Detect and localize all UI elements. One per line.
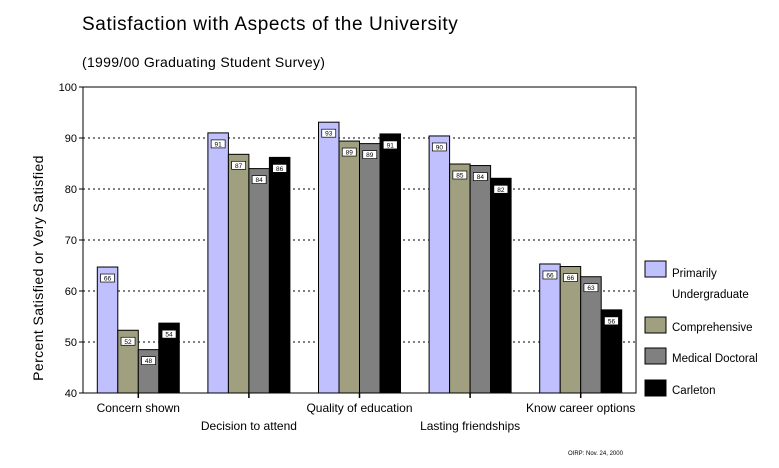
y-tick-label: 90 (65, 133, 77, 145)
data-label: 86 (276, 166, 284, 173)
bar-1-5 (539, 263, 561, 394)
data-label: 66 (567, 275, 575, 282)
bar-2-5 (559, 266, 582, 394)
data-label: 56 (608, 318, 616, 325)
data-label-box (493, 184, 509, 194)
data-label-box (251, 175, 267, 184)
bar-2-2 (227, 153, 250, 394)
data-label: 82 (497, 187, 505, 194)
bar-2-4 (449, 163, 471, 394)
legend-swatch (644, 260, 667, 278)
data-label-box (161, 329, 177, 339)
data-label: 89 (346, 150, 354, 157)
bar-4-2 (268, 156, 291, 394)
y-tick-label: 40 (65, 388, 77, 400)
y-tick-label: 60 (65, 286, 77, 298)
legend-label: Comprehensive (672, 322, 753, 334)
data-label-box (432, 142, 447, 152)
y-axis-ticks: 40 50 60 70 80 90 100 (59, 82, 83, 400)
x-tick-label: Concern shown (97, 401, 180, 415)
data-label-box (583, 283, 599, 293)
data-label: 85 (456, 173, 464, 180)
legend-label: Primarily Undergraduate (672, 268, 749, 301)
chart-title: Satisfaction with Aspects of the Univers… (82, 14, 459, 35)
bar-1-2 (207, 132, 229, 394)
data-label-box (473, 172, 488, 181)
data-label: 66 (104, 276, 112, 283)
data-label: 89 (366, 152, 374, 159)
legend-label: Carleton (672, 385, 715, 397)
data-label-box (272, 164, 287, 173)
y-tick-label: 50 (65, 337, 77, 349)
x-tick-label: Decision to attend (201, 419, 297, 433)
legend-swatch (644, 379, 667, 397)
x-axis-categories: Concern shown Decision to attend Quality o… (97, 393, 635, 433)
data-label: 84 (477, 174, 485, 181)
data-label: 63 (587, 285, 595, 292)
data-label-box (141, 356, 156, 365)
footnote: OIRP: Nov. 24, 2000 (568, 451, 623, 457)
y-tick-label: 100 (59, 82, 77, 94)
bar-3-4 (469, 165, 492, 394)
data-label: 84 (256, 177, 264, 184)
data-label: 90 (436, 144, 444, 151)
bar-3-1 (137, 349, 160, 394)
data-label: 91 (215, 141, 223, 148)
bar-4-5 (600, 309, 623, 394)
bar-1-1 (96, 266, 119, 394)
data-label-box (542, 270, 558, 280)
x-tick-label: Know career options (526, 401, 635, 415)
data-label: 66 (546, 272, 554, 279)
data-label: 87 (235, 163, 243, 170)
legend-swatch (644, 347, 667, 365)
bar-4-3 (379, 133, 401, 394)
data-label-box (563, 273, 578, 282)
data-label: 54 (165, 332, 173, 339)
data-label-box (231, 160, 246, 170)
chart-subtitle: (1999/00 Graduating Student Survey) (82, 54, 326, 70)
bar-2-3 (338, 140, 360, 394)
legend-label: Medical Doctoral (672, 353, 758, 365)
bar-4-1 (158, 322, 180, 394)
legend: Primarily Undergraduate Comprehensive Medic… (644, 260, 758, 397)
data-label-box (100, 273, 115, 283)
data-label-box (120, 336, 136, 346)
x-tick-label: Quality of education (306, 401, 412, 415)
x-tick-label: Lasting friendships (420, 419, 520, 433)
data-label-box (452, 170, 468, 180)
data-label: 48 (145, 358, 153, 365)
data-label: 91 (387, 142, 395, 149)
bar-4-4 (490, 177, 512, 394)
y-tick-label: 80 (65, 184, 77, 196)
data-label-box (604, 316, 619, 326)
bar-3-3 (359, 143, 381, 394)
data-label-box (321, 128, 337, 138)
data-label-box (382, 140, 398, 150)
data-label-box (341, 147, 357, 157)
data-label: 52 (124, 339, 132, 346)
data-label-box (362, 150, 378, 159)
y-tick-label: 70 (65, 235, 77, 247)
data-label: 93 (325, 131, 333, 138)
bar-3-5 (580, 276, 602, 394)
bar-1-3 (318, 121, 340, 394)
data-label-box (210, 139, 226, 149)
bar-3-2 (248, 168, 270, 394)
bars: 66 52 48 54 91 87 84 86 93 89 89 91 90 85 84 82 66 66 63 56 (96, 121, 623, 394)
legend-swatch (644, 316, 667, 334)
bar-1-4 (428, 135, 451, 394)
